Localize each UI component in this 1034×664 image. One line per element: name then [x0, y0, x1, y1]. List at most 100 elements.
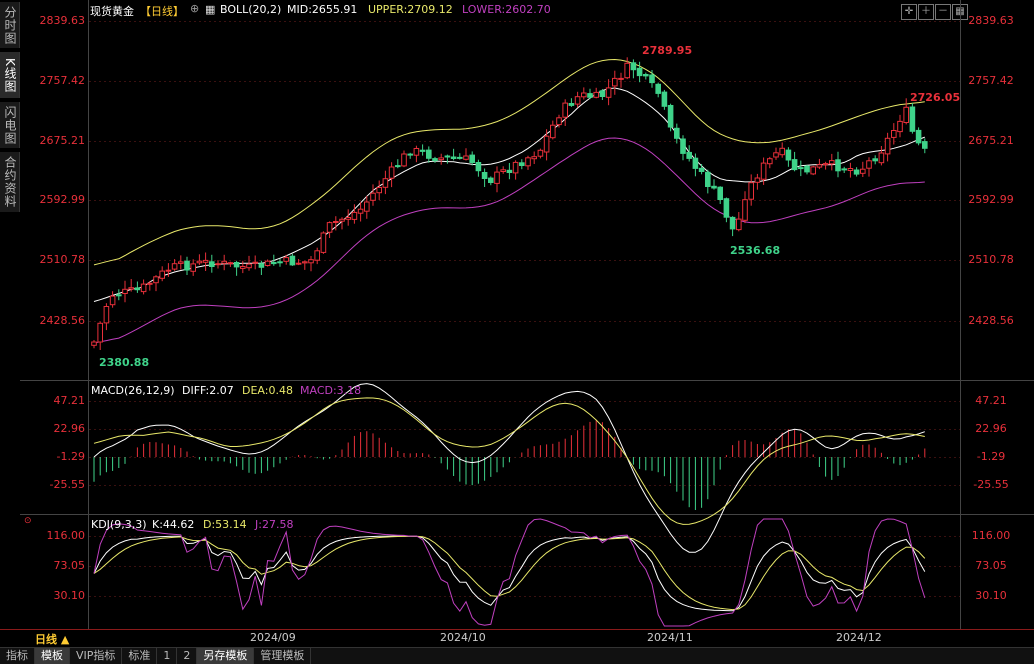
kdj-label: KDJ(9,3,3)	[91, 518, 147, 531]
bottom-toolbar: 指标 模板 VIP指标 标准 1 2 另存模板 管理模板	[0, 647, 1034, 664]
boll-upper-line	[93, 58, 925, 266]
candle-body	[822, 163, 829, 166]
macd-tick-right: 47.21	[975, 394, 1007, 407]
kdj-settings-icon[interactable]: ⊙	[24, 516, 32, 526]
candle-body	[742, 199, 748, 221]
kdj-d-line	[93, 535, 926, 611]
candle-body	[804, 165, 810, 173]
price-tick-left: 2757.42	[39, 74, 86, 87]
candle-body	[401, 153, 407, 167]
kdj-k: K:44.62	[152, 518, 195, 531]
candle-body	[531, 156, 538, 160]
candle-body	[903, 106, 910, 124]
date-tick: 2024/09	[250, 631, 296, 644]
btn-save-template[interactable]: 另存模板	[197, 648, 255, 664]
symbol-title: 现货黄金	[90, 5, 134, 18]
macd-label: MACD(26,12,9)	[91, 384, 175, 397]
candle-body	[376, 187, 382, 194]
settings-circle-icon[interactable]: ⊕	[190, 2, 200, 15]
candle-body	[618, 77, 624, 80]
candle-body	[829, 160, 835, 165]
price-tick-right: 2428.56	[968, 314, 1014, 327]
indicator-icon[interactable]: ▦	[205, 3, 216, 16]
candle-body	[667, 105, 674, 128]
candle-body	[488, 177, 494, 184]
price-tick-right: 2675.21	[968, 134, 1014, 147]
candle-body	[692, 157, 699, 169]
candle-body	[450, 156, 457, 159]
btn-standard[interactable]: 标准	[122, 648, 158, 664]
btn-vip-indicator[interactable]: VIP指标	[70, 648, 123, 664]
candle-body	[426, 149, 432, 159]
candle-body	[525, 157, 531, 167]
zoom-out-icon[interactable]: －	[935, 4, 951, 20]
candle-body	[128, 287, 134, 290]
btn-indicator[interactable]: 指标	[0, 648, 35, 664]
zoom-in-icon[interactable]: ＋	[918, 4, 934, 20]
macd-value: MACD:3.18	[300, 384, 362, 397]
candle-body	[351, 211, 358, 220]
candle-body	[289, 255, 296, 266]
candle-body	[816, 164, 823, 168]
candle-body	[593, 91, 600, 98]
candle-body	[767, 158, 773, 165]
candle-body	[779, 147, 786, 156]
candle-body	[643, 74, 649, 77]
macd-tick-right: -1.29	[976, 450, 1006, 463]
candle-body	[357, 208, 364, 214]
candle-body	[748, 182, 755, 200]
crosshair-icon[interactable]: ✛	[901, 4, 917, 20]
candle-body	[705, 171, 711, 188]
candle-body	[519, 162, 525, 167]
kdj-tick-left: 116.00	[46, 529, 86, 542]
candle-body	[512, 161, 519, 174]
candle-body	[457, 156, 463, 159]
grid-lines	[89, 21, 960, 597]
candle-body	[860, 168, 866, 174]
annotation-low: 2380.88	[99, 356, 150, 369]
chart-frame	[20, 0, 1034, 629]
candle-body	[246, 263, 252, 269]
period-selector[interactable]: 日线 ▲	[35, 633, 70, 646]
candle-body	[364, 201, 370, 212]
tab-contract-info[interactable]: 合约资料	[0, 152, 20, 212]
btn-layout-2[interactable]: 2	[177, 648, 198, 664]
candle-body	[773, 152, 779, 158]
candle-body	[884, 137, 891, 155]
tab-kline[interactable]: K线图	[0, 52, 20, 98]
candle-body	[612, 77, 618, 87]
btn-template[interactable]: 模板	[35, 648, 70, 664]
candle-body	[686, 151, 693, 159]
macd-tick-right: -25.55	[973, 478, 1009, 491]
price-tick-left: 2675.21	[39, 134, 86, 147]
btn-layout-1[interactable]: 1	[157, 648, 178, 664]
macd-diff-line	[93, 383, 925, 553]
candle-body	[500, 169, 506, 173]
candle-body	[711, 185, 717, 189]
macd-tick-left: 22.96	[53, 422, 86, 435]
candle-body	[395, 165, 401, 168]
boll-mid: MID:2655.91	[287, 3, 358, 16]
period-label: 【日线】	[140, 5, 184, 18]
candle-body	[252, 261, 258, 264]
candle-body	[922, 141, 928, 149]
candle-body	[233, 262, 240, 268]
candle-body	[345, 217, 351, 220]
candle-body	[215, 263, 221, 266]
candle-body	[791, 159, 798, 171]
candle-body	[165, 269, 172, 272]
candle-body	[227, 262, 234, 265]
candle-body	[91, 341, 97, 346]
boll-lower-line	[93, 137, 925, 344]
tab-timeshare[interactable]: 分时图	[0, 2, 20, 48]
candle-body	[506, 169, 513, 174]
kdj-tick-left: 30.10	[53, 589, 86, 602]
btn-manage-template[interactable]: 管理模板	[254, 648, 312, 664]
candle-body	[283, 257, 289, 262]
candle-body	[308, 259, 314, 264]
candle-body	[599, 90, 606, 98]
boll-upper: UPPER:2709.12	[368, 3, 453, 16]
tab-lightning[interactable]: 闪电图	[0, 102, 20, 148]
boll-bands	[93, 58, 925, 344]
